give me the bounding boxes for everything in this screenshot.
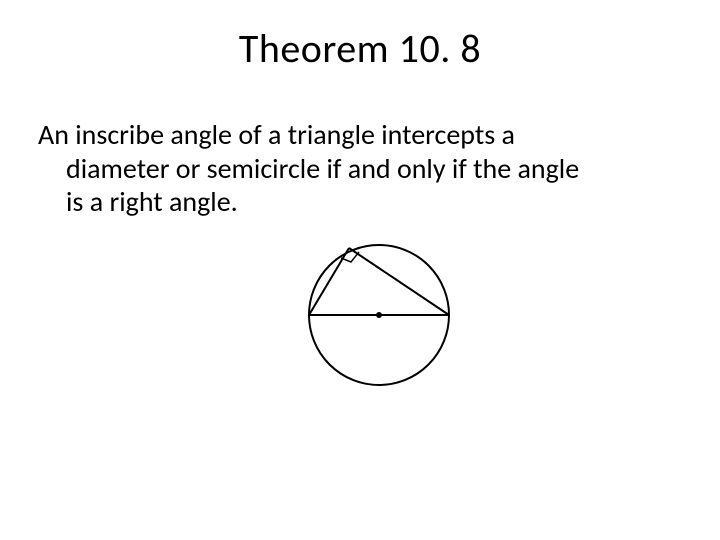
theorem-text: An inscribe angle of a triangle intercep… — [38, 118, 682, 219]
body-line-2: diameter or semicircle if and only if th… — [38, 152, 682, 186]
body-line-3: is a right angle. — [38, 185, 682, 219]
inscribed-angle-diagram — [284, 235, 474, 395]
diagram-svg — [284, 235, 474, 395]
body-line-1: An inscribe angle of a triangle intercep… — [38, 117, 515, 152]
center-dot — [376, 312, 382, 318]
slide-title: Theorem 10. 8 — [0, 24, 720, 73]
slide: Theorem 10. 8 An inscribe angle of a tri… — [0, 0, 720, 540]
